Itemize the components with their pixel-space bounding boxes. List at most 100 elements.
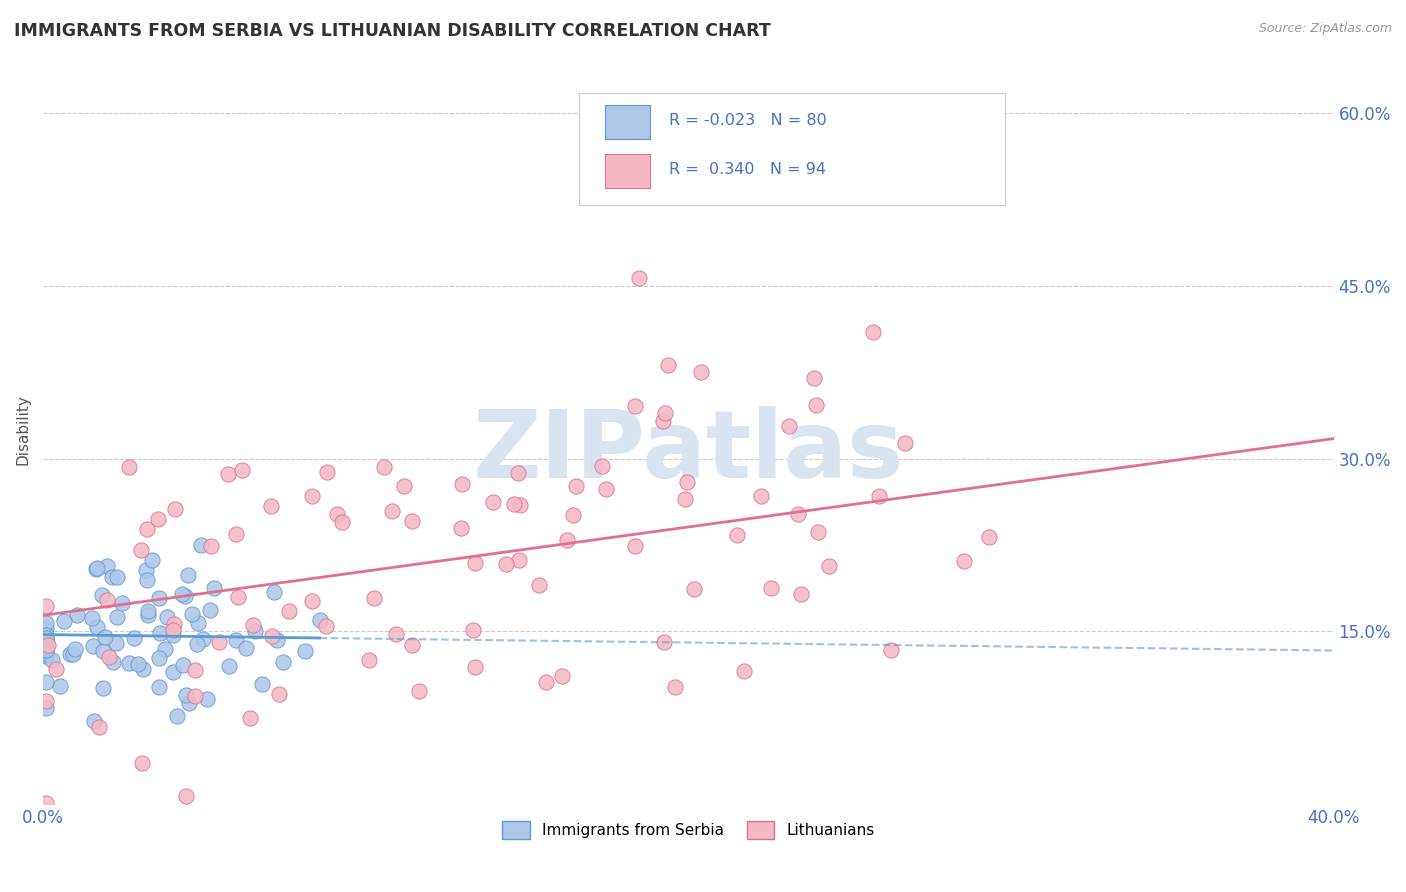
Text: ZIPatlas: ZIPatlas — [472, 406, 904, 499]
Point — [35, 632, 58, 646]
Point — [174, 688, 197, 702]
Point — [91, 681, 114, 695]
Point — [509, 498, 531, 512]
Point — [551, 669, 574, 683]
Point — [195, 692, 218, 706]
Point — [96, 593, 118, 607]
Point — [690, 365, 713, 379]
Point — [330, 515, 353, 529]
Point — [308, 613, 330, 627]
Point — [105, 570, 128, 584]
Point — [136, 604, 159, 618]
Point — [527, 578, 550, 592]
Point — [179, 696, 201, 710]
Point — [35, 701, 58, 715]
Point — [35, 641, 58, 656]
Point — [170, 587, 193, 601]
Point — [555, 533, 578, 547]
Point — [894, 435, 917, 450]
Point — [148, 512, 170, 526]
Point — [53, 615, 76, 629]
Point — [357, 653, 380, 667]
Point — [59, 647, 82, 661]
Point — [173, 589, 195, 603]
Point — [652, 634, 675, 648]
Point — [131, 756, 153, 771]
Point — [35, 599, 58, 613]
Point — [464, 556, 486, 570]
Point — [263, 584, 285, 599]
Point — [787, 507, 810, 521]
Point — [35, 615, 58, 630]
Point — [231, 463, 253, 477]
Point — [657, 358, 679, 372]
Point — [132, 662, 155, 676]
Point — [35, 796, 58, 810]
Point — [561, 508, 583, 522]
Point — [482, 495, 505, 509]
Point — [162, 628, 184, 642]
Point — [45, 662, 67, 676]
Point — [82, 639, 104, 653]
Point — [495, 557, 517, 571]
Point — [41, 653, 63, 667]
Point — [148, 591, 170, 605]
Point — [725, 528, 748, 542]
Point — [35, 675, 58, 690]
Point — [751, 489, 773, 503]
Point — [803, 371, 825, 385]
Point — [35, 647, 58, 661]
FancyBboxPatch shape — [605, 154, 650, 187]
Point — [91, 644, 114, 658]
Point — [148, 680, 170, 694]
Point — [184, 690, 207, 704]
Point — [35, 643, 58, 657]
Point — [502, 497, 524, 511]
Point — [94, 630, 117, 644]
Point — [301, 594, 323, 608]
Point — [35, 632, 58, 646]
Point — [235, 640, 257, 655]
Point — [401, 638, 423, 652]
Point — [122, 631, 145, 645]
Point — [461, 623, 484, 637]
Point — [82, 611, 104, 625]
Point — [652, 414, 675, 428]
Point — [89, 720, 111, 734]
Point — [262, 629, 284, 643]
Point — [624, 539, 647, 553]
Point — [104, 636, 127, 650]
Point — [245, 624, 267, 639]
Point — [83, 714, 105, 728]
Point — [35, 693, 58, 707]
Point — [676, 475, 699, 490]
Point — [464, 659, 486, 673]
Point — [208, 635, 231, 649]
Point — [162, 623, 184, 637]
Point — [166, 708, 188, 723]
Point — [804, 398, 827, 412]
Point — [66, 607, 89, 622]
Point — [979, 530, 1001, 544]
Point — [86, 561, 108, 575]
Point — [176, 789, 198, 804]
Point — [260, 499, 283, 513]
Point — [198, 603, 221, 617]
Point — [184, 664, 207, 678]
Point — [35, 640, 58, 654]
Point — [778, 419, 800, 434]
Point — [673, 492, 696, 507]
Point — [35, 648, 58, 663]
Point — [190, 538, 212, 552]
Point — [301, 489, 323, 503]
Point — [135, 564, 157, 578]
Point — [394, 479, 416, 493]
Point — [373, 459, 395, 474]
Point — [156, 610, 179, 624]
Point — [508, 467, 530, 481]
Point — [148, 651, 170, 665]
Point — [101, 656, 124, 670]
Point — [759, 581, 782, 595]
Point — [565, 479, 588, 493]
Text: R = -0.023   N = 80: R = -0.023 N = 80 — [669, 112, 827, 128]
